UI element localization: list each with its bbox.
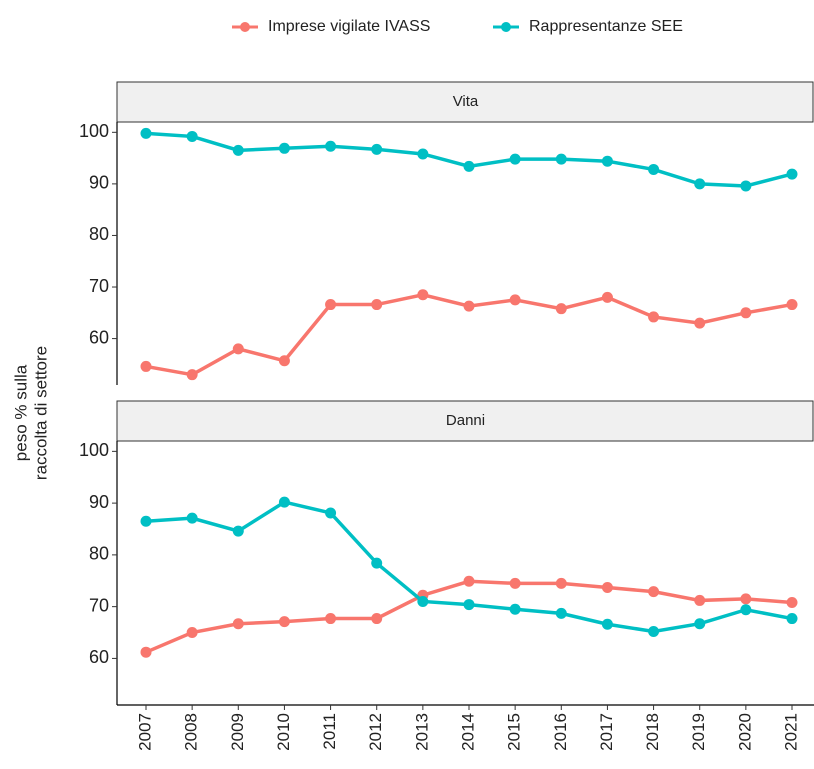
y-tick-label: 60 [89, 327, 109, 347]
data-point [186, 130, 198, 142]
data-point [371, 613, 383, 625]
data-point [601, 581, 613, 593]
data-point [417, 595, 429, 607]
data-point [232, 618, 244, 630]
legend-label: Rappresentanze SEE [529, 18, 683, 35]
x-tick-label: 2008 [182, 713, 201, 751]
data-point [740, 307, 752, 319]
data-point [786, 613, 798, 625]
data-point [648, 586, 660, 598]
data-point [371, 557, 383, 569]
data-point [140, 127, 152, 139]
data-point [555, 153, 567, 165]
y-axis-label: raccolta di settore [31, 346, 50, 480]
facet-strip [116, 400, 814, 442]
data-point [278, 496, 290, 508]
x-tick-label: 2007 [135, 713, 154, 751]
y-tick-label: 80 [89, 224, 109, 244]
data-point [232, 525, 244, 537]
x-tick-label: 2020 [735, 713, 754, 751]
data-point [694, 317, 706, 329]
x-tick-label: 2016 [551, 713, 570, 751]
data-point [232, 144, 244, 156]
data-point [740, 604, 752, 616]
data-point [648, 163, 660, 175]
data-point [601, 618, 613, 630]
data-point [786, 299, 798, 311]
x-tick-label: 2017 [597, 713, 616, 751]
facet-strip [116, 81, 814, 123]
legend-marker [501, 22, 511, 32]
series-line [145, 500, 793, 634]
facet-title: Danni [446, 412, 485, 429]
series-line [145, 131, 793, 188]
data-point [463, 160, 475, 172]
data-point [278, 616, 290, 628]
data-point [371, 143, 383, 155]
data-point [740, 593, 752, 605]
x-tick-label: 2012 [366, 713, 385, 751]
data-point [325, 140, 337, 152]
y-tick-label: 90 [89, 492, 109, 512]
y-tick-label: 100 [79, 440, 109, 460]
facet-title: Vita [453, 93, 479, 110]
data-point [463, 575, 475, 587]
data-point [463, 599, 475, 611]
y-tick-label: 80 [89, 544, 109, 564]
data-point [325, 299, 337, 311]
data-point [371, 299, 383, 311]
data-point [694, 594, 706, 606]
data-point [601, 291, 613, 303]
legend-marker [240, 22, 250, 32]
y-tick-label: 90 [89, 173, 109, 193]
x-tick-label: 2013 [412, 713, 431, 751]
data-point [278, 142, 290, 154]
x-tick-label: 2010 [274, 713, 293, 751]
legend-label: Imprese vigilate IVASS [268, 18, 430, 35]
data-point [463, 300, 475, 312]
data-point [694, 618, 706, 630]
data-point [694, 178, 706, 190]
x-tick-label: 2021 [781, 713, 800, 751]
x-tick-label: 2011 [320, 713, 339, 750]
y-tick-label: 60 [89, 647, 109, 667]
data-point [186, 627, 198, 639]
data-point [601, 155, 613, 167]
x-tick-label: 2015 [505, 713, 524, 751]
data-point [325, 613, 337, 625]
x-tick-label: 2009 [228, 713, 247, 751]
x-tick-label: 2018 [643, 713, 662, 751]
data-point [509, 577, 521, 589]
data-point [786, 168, 798, 180]
data-point [140, 646, 152, 658]
data-point [417, 289, 429, 301]
x-tick-label: 2014 [458, 713, 477, 751]
series-line [145, 579, 793, 654]
data-point [555, 577, 567, 589]
data-point [555, 303, 567, 315]
data-point [325, 507, 337, 519]
y-axis-label: peso % sulla [11, 364, 30, 461]
x-tick-label: 2019 [689, 713, 708, 751]
data-point [555, 607, 567, 619]
y-tick-label: 100 [79, 121, 109, 141]
data-point [786, 597, 798, 609]
data-point [648, 625, 660, 637]
data-point [186, 369, 198, 381]
data-point [186, 512, 198, 524]
data-point [509, 603, 521, 615]
data-point [140, 360, 152, 372]
y-tick-label: 70 [89, 595, 109, 615]
y-tick-label: 70 [89, 276, 109, 296]
data-point [417, 148, 429, 160]
data-point [509, 294, 521, 306]
data-point [740, 180, 752, 192]
data-point [509, 153, 521, 165]
data-point [140, 515, 152, 527]
data-point [278, 355, 290, 367]
data-point [232, 343, 244, 355]
data-point [648, 311, 660, 323]
